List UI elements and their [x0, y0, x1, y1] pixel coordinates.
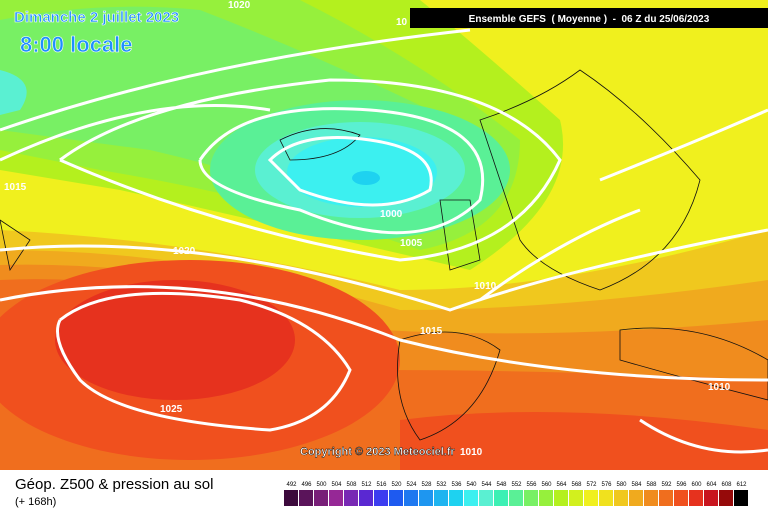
scale-label: 560	[541, 482, 552, 488]
scale-label: 528	[421, 482, 432, 488]
footer-lead: (+ 168h)	[15, 496, 56, 508]
scale-swatch	[299, 490, 313, 506]
scale-swatch	[554, 490, 568, 506]
scale-swatch	[314, 490, 328, 506]
scale-swatch	[509, 490, 523, 506]
coastline	[0, 69, 768, 441]
scale-label: 552	[511, 482, 522, 488]
scale-swatch	[569, 490, 583, 506]
scale-swatch	[389, 490, 403, 506]
scale-swatch	[479, 490, 493, 506]
scale-swatch	[674, 490, 688, 506]
scale-swatch	[524, 490, 538, 506]
scale-swatch	[734, 490, 748, 506]
scale-label: 496	[301, 482, 312, 488]
scale-swatch	[704, 490, 718, 506]
scale-label: 492	[286, 482, 297, 488]
isobar-label: 1010	[460, 447, 483, 458]
scale-label: 500	[316, 482, 327, 488]
scale-label: 524	[406, 482, 417, 488]
scale-swatch	[284, 490, 298, 506]
scale-swatch	[719, 490, 733, 506]
scale-label: 580	[616, 482, 627, 488]
model-label: Ensemble GEFS ( Moyenne ) - 06 Z du 25/0…	[469, 14, 710, 25]
time-label: 8:00 locale	[20, 32, 133, 57]
scale-swatch	[599, 490, 613, 506]
scale-swatch	[329, 490, 343, 506]
isobar-label: 1010	[474, 281, 497, 292]
color-scale: 492 496 500 504 508 512 516 520 524 528 532 536 540 5…	[284, 482, 748, 506]
isobar-labels: 1020 10 1015 1000 1005 1020 1010 1015 1025 1010 10…	[4, 0, 731, 458]
scale-swatch	[359, 490, 373, 506]
isobar-label: 10	[396, 17, 408, 28]
isobar-label: 1005	[400, 238, 423, 249]
scale-swatch	[344, 490, 358, 506]
scale-label: 584	[631, 482, 642, 488]
scale-swatch	[539, 490, 553, 506]
scale-label: 508	[346, 482, 357, 488]
scale-swatch	[614, 490, 628, 506]
isobar-label: 1010	[708, 382, 731, 393]
scale-label: 536	[451, 482, 462, 488]
scale-swatch	[644, 490, 658, 506]
date-label: Dimanche 2 juillet 2023	[14, 9, 179, 26]
model-banner	[410, 8, 768, 28]
scale-label: 556	[526, 482, 537, 488]
isobar-label: 1015	[420, 326, 443, 337]
scale-label: 596	[676, 482, 687, 488]
scale-swatch	[404, 490, 418, 506]
scale-label: 532	[436, 482, 447, 488]
scale-swatch	[629, 490, 643, 506]
scale-label: 540	[466, 482, 477, 488]
field-zone	[55, 280, 295, 400]
scale-label: 548	[496, 482, 507, 488]
scale-label: 600	[691, 482, 702, 488]
scale-label: 572	[586, 482, 597, 488]
scale-swatch	[689, 490, 703, 506]
field-zone	[0, 70, 27, 115]
copyright: Copyright © 2023 Meteociel.fr	[300, 446, 456, 458]
isobar-label: 1025	[160, 404, 183, 415]
scale-label: 604	[706, 482, 717, 488]
isobar-label: 1015	[4, 182, 27, 193]
isobar-label: 1020	[228, 0, 251, 11]
footer-title: Géop. Z500 & pression au sol	[15, 476, 213, 493]
scale-swatch	[434, 490, 448, 506]
scale-label: 588	[646, 482, 657, 488]
scale-swatch	[419, 490, 433, 506]
scale-label: 564	[556, 482, 567, 488]
scale-label: 516	[376, 482, 387, 488]
field-zone	[352, 171, 380, 185]
scale-swatch	[659, 490, 673, 506]
scale-label: 592	[661, 482, 672, 488]
scale-label: 504	[331, 482, 342, 488]
scale-swatch	[584, 490, 598, 506]
scale-swatch	[374, 490, 388, 506]
scale-label: 520	[391, 482, 402, 488]
scale-swatch	[464, 490, 478, 506]
scale-label: 612	[736, 482, 747, 488]
scale-label: 568	[571, 482, 582, 488]
scale-label: 608	[721, 482, 732, 488]
field-zone	[400, 412, 768, 470]
scale-label: 512	[361, 482, 372, 488]
scale-label: 576	[601, 482, 612, 488]
scale-swatch	[494, 490, 508, 506]
scale-swatch	[449, 490, 463, 506]
isobar	[0, 28, 768, 454]
isobar-label: 1020	[173, 246, 196, 257]
scale-label: 544	[481, 482, 492, 488]
isobar-label: 1000	[380, 209, 403, 220]
